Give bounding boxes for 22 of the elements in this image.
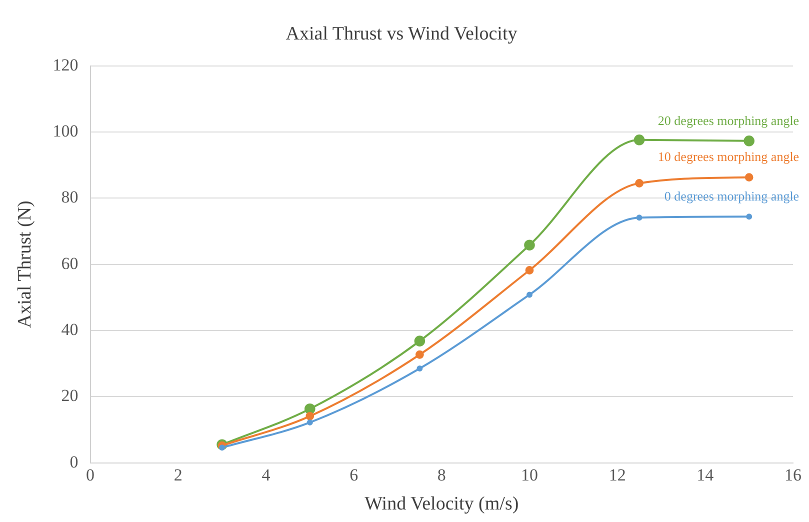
y-tick-label: 20 [61,386,78,406]
x-tick-label: 6 [350,465,358,484]
series-label: 0 degrees morphing angle [664,188,800,204]
chart-title: Axial Thrust vs Wind Velocity [286,23,518,44]
x-tick-label: 2 [174,465,182,484]
y-tick-label: 40 [61,320,78,339]
x-tick-label: 12 [608,465,626,484]
x-tick-label: 0 [86,465,95,484]
y-tick-label: 100 [52,121,78,140]
x-tick-label: 4 [262,465,271,484]
y-tick-label: 80 [61,188,78,207]
y-tick-label: 0 [70,452,78,472]
y-axis-title: Axial Thrust (N) [14,200,36,328]
series-label: 20 degrees morphing angle [658,112,800,128]
x-tick-label: 16 [784,465,802,484]
y-tick-label: 60 [61,254,78,273]
series-label: 10 degrees morphing angle [658,149,800,164]
x-tick-label: 8 [437,465,446,484]
x-axis-title: Wind Velocity (m/s) [364,494,519,515]
y-tick-label: 120 [52,55,78,74]
x-tick-label: 10 [520,465,538,484]
x-tick-label: 14 [696,465,714,484]
